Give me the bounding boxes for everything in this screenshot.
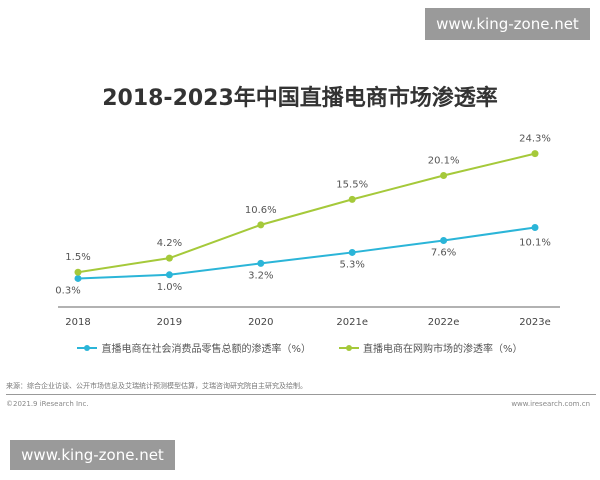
- x-tick-label: 2018: [65, 317, 90, 328]
- line-chart: 2018 2019 2020 2021e 2022e 2023e 0.3% 1.0% 3.2% 5…: [55, 134, 560, 328]
- data-label: 4.2%: [157, 238, 182, 249]
- legend-item-online: 直播电商在网购市场的渗透率（%）: [339, 340, 523, 355]
- data-point: [348, 195, 356, 203]
- site-url: www.iresearch.com.cn: [511, 400, 590, 408]
- data-point: [257, 259, 265, 267]
- legend: 直播电商在社会消费品零售总额的渗透率（%） 直播电商在网购市场的渗透率（%）: [0, 340, 600, 355]
- data-point: [165, 254, 173, 262]
- data-point: [531, 150, 539, 158]
- data-point: [440, 171, 448, 179]
- data-point: [348, 248, 356, 256]
- data-point: [74, 268, 82, 276]
- data-label: 10.1%: [519, 237, 551, 248]
- data-label: 24.3%: [519, 134, 551, 145]
- data-label: 20.1%: [428, 155, 460, 166]
- x-tick-label: 2022e: [428, 317, 460, 328]
- x-tick-label: 2019: [157, 317, 182, 328]
- watermark-top: www.king-zone.net: [425, 8, 590, 40]
- data-label: 0.3%: [55, 285, 80, 296]
- legend-swatch: [77, 344, 98, 351]
- data-point: [165, 271, 173, 279]
- data-label: 1.5%: [65, 252, 90, 263]
- data-point: [531, 223, 539, 231]
- chart-title: 2018-2023年中国直播电商市场渗透率: [102, 86, 498, 111]
- data-point: [440, 236, 448, 244]
- x-tick-label: 2021e: [336, 317, 368, 328]
- data-point: [74, 274, 82, 282]
- watermark-bottom: www.king-zone.net: [10, 440, 175, 470]
- legend-item-retail: 直播电商在社会消费品零售总额的渗透率（%）: [77, 340, 311, 355]
- series-line: [77, 152, 536, 274]
- x-tick-label: 2023e: [519, 317, 551, 328]
- data-point: [257, 221, 265, 229]
- legend-label: 直播电商在网购市场的渗透率（%）: [363, 344, 523, 355]
- legend-label: 直播电商在社会消费品零售总额的渗透率（%）: [101, 344, 311, 355]
- data-label: 5.3%: [339, 259, 364, 270]
- data-label: 1.0%: [157, 282, 182, 293]
- data-label: 10.6%: [245, 205, 277, 216]
- source-note: 来源：综合企业访谈、公开市场信息及艾瑞统计预测模型估算，艾瑞咨询研究院自主研究及…: [6, 382, 307, 390]
- series-line: [77, 226, 536, 280]
- legend-swatch: [339, 344, 359, 351]
- x-tick-label: 2020: [248, 317, 273, 328]
- data-label: 3.2%: [248, 270, 273, 281]
- data-label: 7.6%: [431, 247, 456, 258]
- data-label: 15.5%: [336, 179, 368, 190]
- divider: [6, 394, 596, 395]
- copyright: ©2021.9 iResearch Inc.: [6, 400, 89, 408]
